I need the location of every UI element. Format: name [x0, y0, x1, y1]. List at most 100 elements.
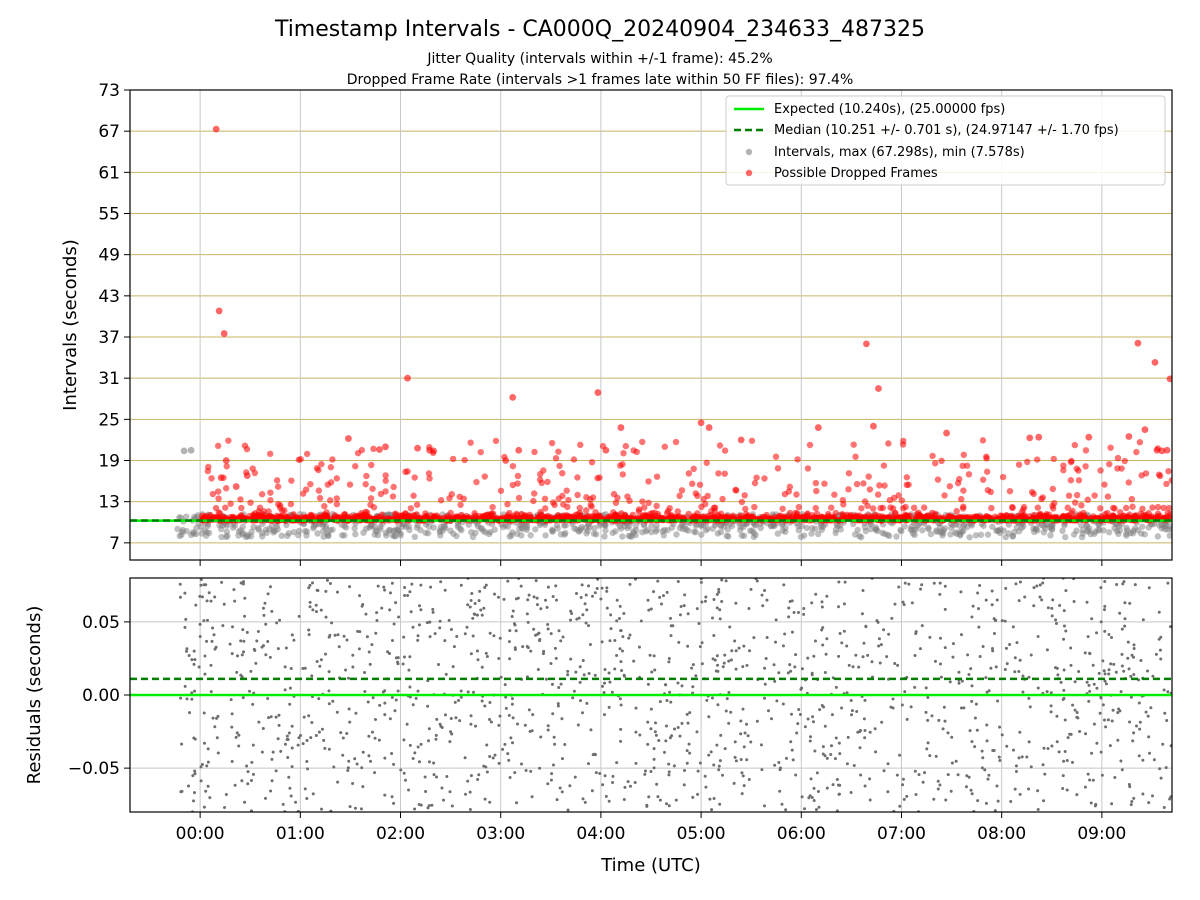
residual-point — [842, 602, 846, 606]
dropped-frame-point — [1114, 465, 1121, 472]
residual-point — [718, 759, 722, 763]
residual-point — [287, 731, 291, 735]
residual-point — [229, 698, 233, 702]
dropped-frame-point — [865, 473, 872, 480]
residual-point — [1055, 714, 1059, 718]
residual-point — [677, 640, 681, 644]
interval-point — [980, 522, 987, 529]
residual-point — [1104, 682, 1108, 686]
residual-point — [698, 645, 702, 649]
residual-point — [966, 653, 970, 657]
dropped-frame-point — [456, 493, 463, 500]
residual-point — [790, 712, 794, 716]
residual-point — [932, 581, 936, 585]
residual-point — [426, 739, 430, 743]
interval-point — [239, 531, 246, 538]
residual-point — [212, 633, 216, 637]
residual-point — [267, 716, 271, 720]
residual-point — [183, 625, 187, 629]
residual-point — [1103, 672, 1107, 676]
residual-point — [682, 769, 686, 773]
residual-point — [743, 731, 747, 735]
residual-point — [1107, 668, 1111, 672]
dropped-frame-point — [938, 457, 945, 465]
residual-point — [824, 652, 828, 656]
residual-point — [928, 754, 932, 758]
interval-point — [972, 532, 980, 539]
residual-point — [1129, 674, 1133, 678]
residual-point — [623, 785, 627, 789]
residual-point — [418, 604, 422, 608]
residual-point — [984, 598, 988, 602]
dropped-frame-point — [537, 508, 544, 516]
dropped-frame-point — [555, 448, 562, 455]
residual-point — [820, 600, 824, 604]
residual-point — [863, 784, 867, 788]
residual-point — [595, 587, 599, 591]
residual-point — [457, 699, 461, 703]
residual-point — [599, 597, 603, 601]
residual-point — [896, 663, 900, 667]
residual-point — [566, 669, 570, 673]
interval-point — [1030, 528, 1038, 536]
dropped-frame-point — [997, 512, 1004, 519]
residual-point — [796, 722, 800, 726]
residual-point — [449, 627, 453, 631]
dropped-frame-point — [1136, 439, 1144, 446]
residual-point — [1120, 627, 1124, 631]
residual-point — [1032, 604, 1036, 608]
residual-point — [971, 604, 975, 608]
residual-point — [569, 609, 573, 613]
interval-point — [812, 525, 819, 532]
residual-point — [649, 607, 653, 611]
residual-point — [813, 749, 817, 753]
top-y-tick-label: 31 — [98, 369, 120, 389]
residual-point — [825, 786, 829, 790]
residual-point — [237, 733, 241, 737]
interval-point — [616, 522, 623, 530]
residual-point — [235, 670, 239, 674]
residual-point — [1087, 683, 1091, 687]
residual-point — [542, 649, 546, 653]
dropped-frame-point — [733, 487, 740, 494]
dropped-frame-point — [1129, 503, 1136, 510]
residual-point — [358, 594, 362, 598]
residual-point — [763, 666, 767, 670]
residual-point — [453, 700, 457, 704]
residual-point — [823, 671, 827, 675]
residual-point — [288, 686, 292, 690]
residual-point — [307, 633, 311, 637]
interval-point — [867, 525, 874, 533]
residual-point — [926, 741, 930, 745]
residual-point — [959, 706, 963, 710]
residual-point — [901, 600, 905, 604]
residual-point — [676, 681, 680, 685]
residual-point — [402, 771, 406, 775]
residual-point — [324, 652, 328, 656]
dropped-frame-point — [781, 490, 789, 498]
residual-point — [396, 662, 400, 666]
residual-point — [297, 614, 301, 618]
residual-point — [846, 735, 850, 739]
residual-point — [990, 589, 994, 593]
residual-point — [749, 740, 753, 744]
residual-point — [652, 590, 656, 594]
bottom-y-axis: −0.050.000.05 — [68, 613, 130, 779]
x-axis: 00:00 01:00 02:00 03:00 04:00 05:00 06:00 07:00… — [176, 560, 1126, 844]
dropped-frame-point — [435, 514, 443, 521]
dropped-frame-point — [1138, 472, 1145, 479]
residual-point — [1043, 772, 1047, 776]
residual-point — [205, 599, 209, 603]
interval-point — [1123, 524, 1130, 532]
dropped-frame-point — [303, 450, 311, 458]
interval-point — [183, 513, 190, 520]
residual-point — [319, 658, 323, 662]
residual-point — [361, 750, 365, 754]
interval-point — [263, 529, 270, 537]
residual-point — [837, 654, 841, 658]
residual-point — [993, 809, 997, 812]
residual-point — [386, 650, 390, 654]
dropped-frame-point — [983, 455, 990, 462]
residual-point — [977, 625, 981, 629]
residual-point — [402, 635, 406, 639]
